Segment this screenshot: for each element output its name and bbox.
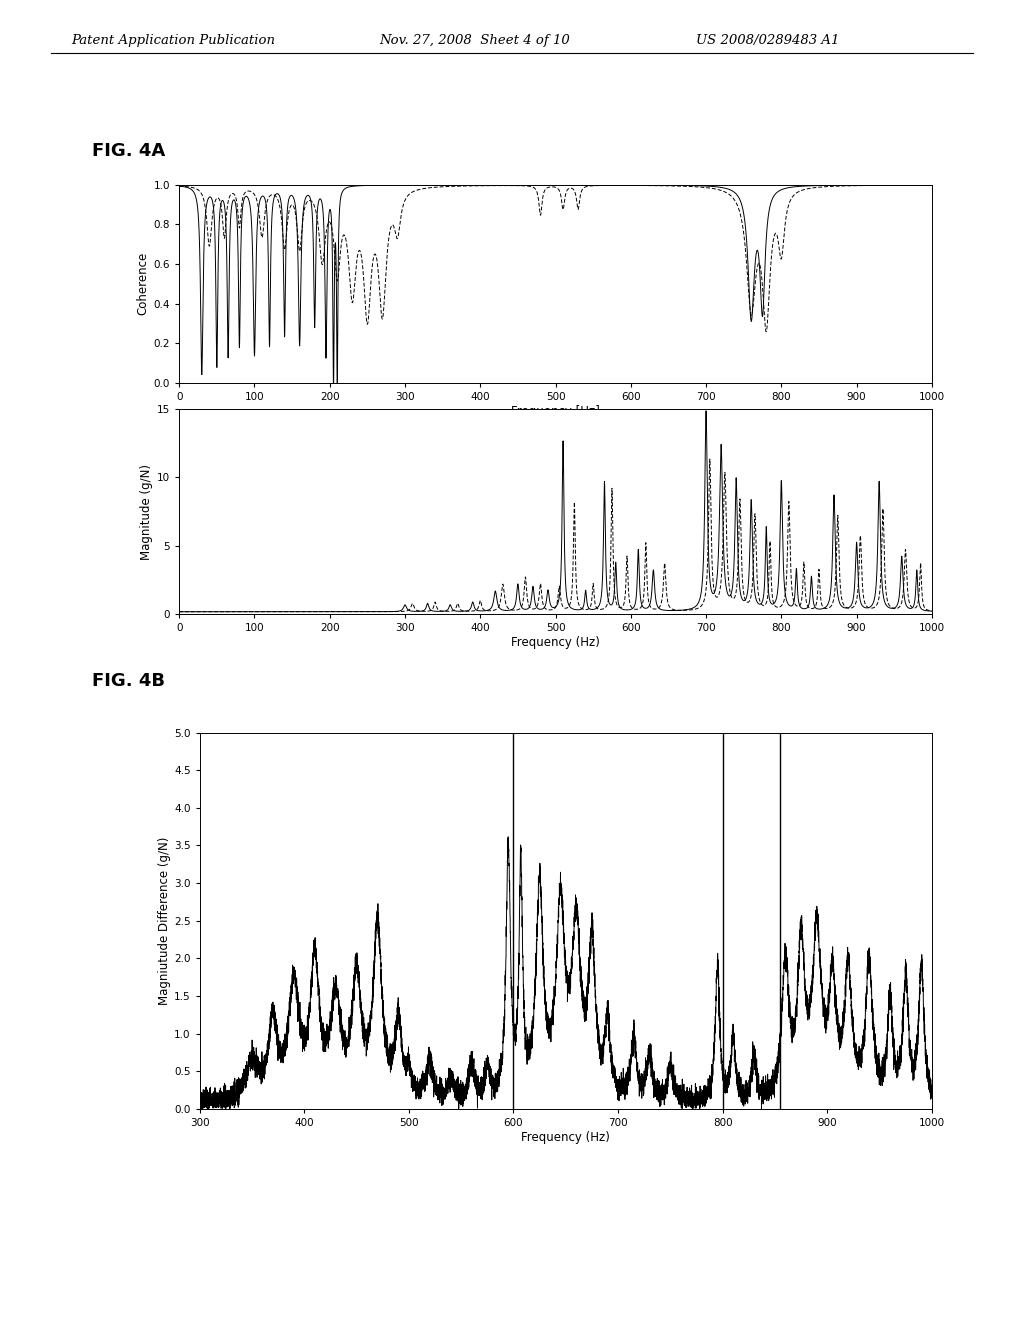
Text: FIG. 4B: FIG. 4B bbox=[92, 672, 165, 690]
X-axis label: Frequency (Hz): Frequency (Hz) bbox=[511, 636, 600, 648]
Y-axis label: Coherence: Coherence bbox=[136, 252, 150, 315]
Text: US 2008/0289483 A1: US 2008/0289483 A1 bbox=[696, 34, 840, 48]
X-axis label: Frequency (Hz): Frequency (Hz) bbox=[521, 1131, 610, 1143]
Y-axis label: Magnitude (g/N): Magnitude (g/N) bbox=[139, 463, 153, 560]
X-axis label: Frequency [Hz]: Frequency [Hz] bbox=[511, 405, 600, 417]
Text: Nov. 27, 2008  Sheet 4 of 10: Nov. 27, 2008 Sheet 4 of 10 bbox=[379, 34, 569, 48]
Text: FIG. 4A: FIG. 4A bbox=[92, 141, 166, 160]
Y-axis label: Magniutude Difference (g/N): Magniutude Difference (g/N) bbox=[159, 837, 171, 1005]
Text: Patent Application Publication: Patent Application Publication bbox=[72, 34, 275, 48]
